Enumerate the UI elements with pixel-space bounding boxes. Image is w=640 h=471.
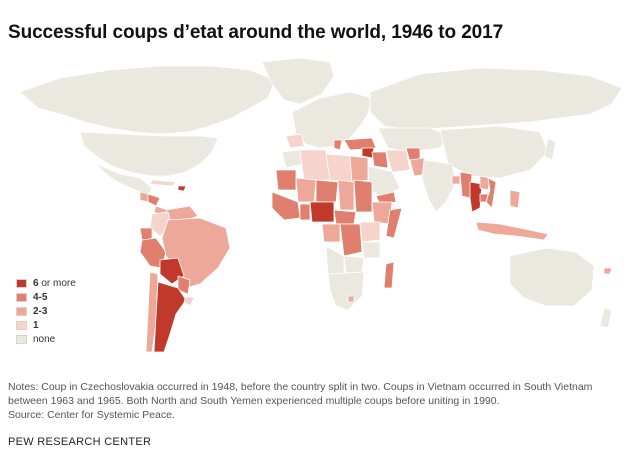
source-note: Source: Center for Systemic Peace. bbox=[8, 409, 175, 421]
legend-label-rest: none bbox=[33, 333, 56, 345]
region-turkey bbox=[343, 137, 377, 151]
legend-item: 1 bbox=[16, 318, 76, 332]
legend-item: 6 or more bbox=[16, 276, 76, 290]
legend-item: 2-3 bbox=[16, 304, 76, 318]
region-central-african-rep bbox=[333, 209, 357, 225]
legend-swatch bbox=[16, 320, 27, 330]
region-indonesia bbox=[475, 221, 549, 241]
region-niger bbox=[315, 179, 339, 203]
region-greece bbox=[333, 139, 343, 151]
region-philippines bbox=[509, 189, 521, 209]
legend-item: 4-5 bbox=[16, 290, 76, 304]
region-japan bbox=[543, 137, 557, 161]
region-uruguay bbox=[183, 295, 195, 307]
region-cuba bbox=[149, 179, 177, 187]
legend-swatch bbox=[16, 334, 27, 344]
region-algeria bbox=[299, 149, 331, 181]
region-angola bbox=[325, 245, 345, 275]
world-map bbox=[0, 52, 640, 372]
legend-label-bold: 1 bbox=[33, 319, 39, 331]
region-honduras bbox=[147, 193, 161, 207]
region-paraguay bbox=[177, 275, 191, 295]
legend-swatch bbox=[16, 306, 27, 316]
region-chad bbox=[337, 179, 355, 211]
region-west-africa bbox=[271, 191, 301, 221]
legend-label-bold: 2-3 bbox=[33, 305, 48, 317]
region-haiti bbox=[177, 185, 187, 192]
region-mali bbox=[295, 177, 317, 203]
legend-label-bold: 6 bbox=[33, 277, 39, 289]
region-syria bbox=[361, 147, 375, 159]
region-canada bbox=[19, 65, 276, 135]
publisher-credit: PEW RESEARCH CENTER bbox=[8, 436, 152, 448]
region-central-asia bbox=[377, 127, 451, 153]
region-mongolia-china bbox=[439, 125, 549, 179]
region-uganda-kenya bbox=[359, 221, 381, 243]
region-greenland bbox=[261, 57, 335, 105]
region-morocco bbox=[281, 149, 303, 169]
region-libya bbox=[325, 153, 353, 183]
region-congo bbox=[321, 223, 341, 243]
region-russia bbox=[369, 67, 623, 131]
region-europe bbox=[291, 91, 373, 149]
region-india bbox=[421, 159, 457, 213]
region-fiji bbox=[603, 267, 613, 275]
region-iraq bbox=[371, 151, 389, 169]
region-lesotho bbox=[347, 295, 355, 303]
region-usa bbox=[79, 131, 219, 177]
region-bangladesh bbox=[451, 175, 461, 185]
region-new-zealand bbox=[599, 307, 613, 329]
chart-notes: Notes: Coup in Czechoslovakia occurred i… bbox=[8, 380, 632, 422]
region-zambia bbox=[343, 255, 365, 275]
notes-text: Notes: Coup in Czechoslovakia occurred i… bbox=[8, 381, 593, 407]
region-madagascar bbox=[383, 261, 395, 289]
region-argentina bbox=[153, 281, 187, 353]
region-iran bbox=[385, 149, 411, 173]
region-chile bbox=[145, 271, 159, 353]
region-southern-africa bbox=[327, 271, 365, 311]
region-australia bbox=[509, 247, 595, 307]
region-egypt bbox=[349, 155, 369, 183]
legend-swatch bbox=[16, 292, 27, 302]
legend-item: none bbox=[16, 332, 76, 346]
legend-label-rest: or more bbox=[38, 277, 76, 289]
region-nigeria bbox=[309, 201, 335, 223]
region-ghana bbox=[299, 203, 311, 221]
map-legend: 6 or more 4-5 2-3 1 none bbox=[16, 276, 76, 346]
region-cambodia bbox=[479, 193, 489, 203]
region-dr-congo bbox=[339, 223, 363, 257]
region-sudan bbox=[353, 179, 373, 213]
legend-label-bold: 4-5 bbox=[33, 291, 48, 303]
region-yemen bbox=[375, 191, 397, 205]
region-spain-portugal bbox=[285, 133, 305, 149]
region-somalia bbox=[385, 207, 403, 239]
chart-title: Successful coups d’etat around the world… bbox=[8, 22, 504, 43]
region-vietnam bbox=[485, 177, 497, 209]
region-mauritania bbox=[275, 169, 297, 191]
world-map-svg bbox=[19, 57, 623, 353]
region-tanzania bbox=[361, 241, 381, 259]
region-laos bbox=[479, 175, 491, 191]
legend-swatch bbox=[16, 278, 27, 288]
